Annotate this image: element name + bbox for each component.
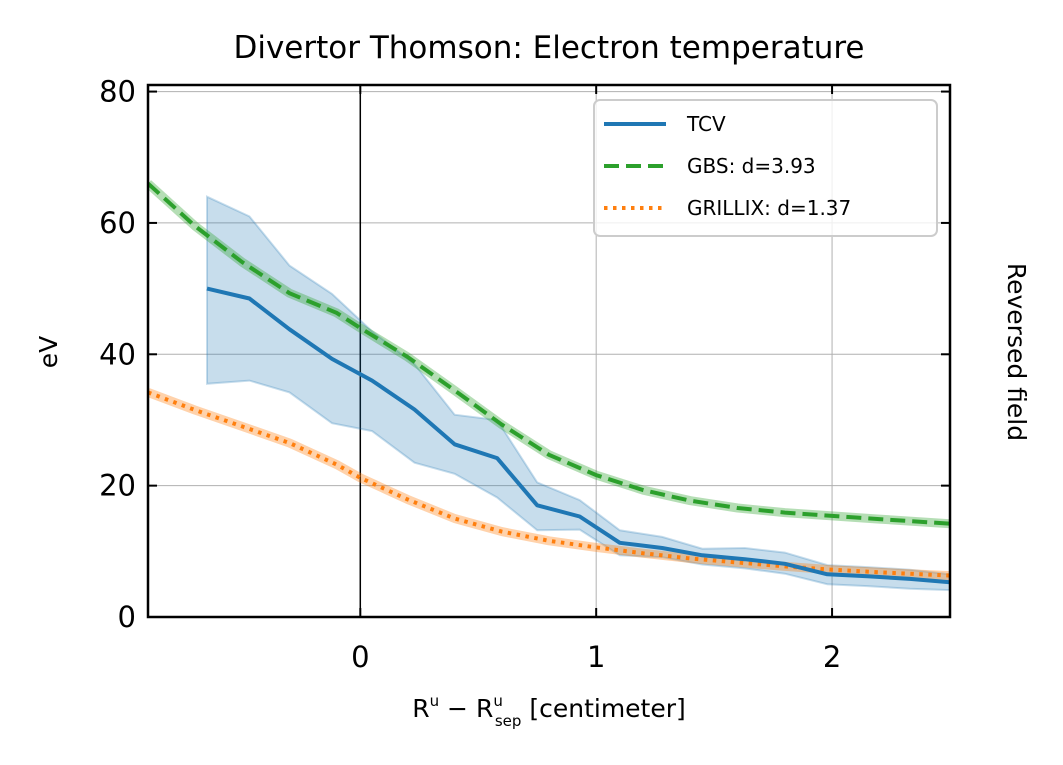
y-tick-label: 0 [118,600,136,634]
legend-label-tcv: TCV [686,112,726,136]
x-tick-label: 2 [823,640,841,674]
gbs-series-line [148,182,950,526]
x-label-base: R [412,694,429,723]
x-tick-label: 1 [587,640,605,674]
y-axis-label: eV [34,336,63,368]
x-tick-label: 0 [351,640,369,674]
x-axis-label: Ru − Ru sep [centimeter] [412,692,686,730]
grillix-series-halo [148,388,950,581]
x-label-sep-sup: u [493,692,503,710]
legend-label-gbs: GBS: d=3.93 [687,154,816,178]
data-layer [148,180,950,592]
plot-frame [146,83,952,619]
y-tick-label: 60 [99,206,136,240]
x-label-minus: − [439,694,476,723]
x-label-sep-base: R [476,694,493,723]
legend-box [593,99,938,237]
chart-title: Divertor Thomson: Electron temperature [233,30,864,66]
tcv-series-line [206,286,950,585]
y-tick-label: 20 [99,469,136,503]
side-label: Reversed field [1002,263,1031,441]
y-tick-label: 80 [99,75,136,109]
x-label-unit: [centimeter] [521,694,685,723]
x-label-sep-sub: sep [495,712,522,730]
x-label-base-sup: u [430,692,440,710]
legend-label-grillix: GRILLIX: d=1.37 [687,196,851,220]
grillix-series-line [148,390,950,578]
y-tick-label: 40 [99,337,136,371]
tcv-uncertainty-band [206,195,950,592]
legend: TCV GBS: d=3.93 GRILLIX: d=1.37 [593,99,938,237]
